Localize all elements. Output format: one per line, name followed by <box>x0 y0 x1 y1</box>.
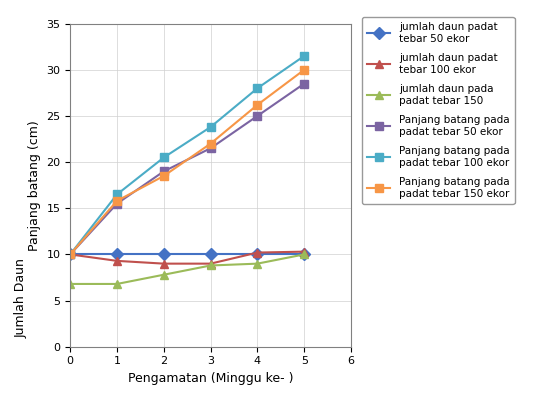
Legend: jumlah daun padat
tebar 50 ekor, jumlah daun padat
tebar 100 ekor, jumlah daun p: jumlah daun padat tebar 50 ekor, jumlah … <box>362 17 515 204</box>
Panjang batang pada
padat tebar 150 ekor <box>301 67 307 72</box>
jumlah daun padat
tebar 100 ekor <box>301 249 307 254</box>
jumlah daun padat
tebar 50 ekor <box>160 252 167 257</box>
jumlah daun pada
padat tebar 150 <box>114 282 120 286</box>
jumlah daun pada
padat tebar 150 <box>160 272 167 277</box>
Panjang batang pada
padat tebar 100 ekor <box>254 86 261 91</box>
Panjang batang pada
padat tebar 150 ekor <box>114 199 120 203</box>
jumlah daun padat
tebar 50 ekor <box>207 252 214 257</box>
Panjang batang pada
padat tebar 150 ekor <box>160 174 167 178</box>
Line: jumlah daun padat
tebar 50 ekor: jumlah daun padat tebar 50 ekor <box>66 250 308 258</box>
jumlah daun padat
tebar 50 ekor <box>114 252 120 257</box>
Panjang batang pada
padat tebar 150 ekor <box>67 252 73 257</box>
jumlah daun padat
tebar 100 ekor <box>114 258 120 263</box>
Line: Panjang batang pada
padat tebar 100 ekor: Panjang batang pada padat tebar 100 ekor <box>66 52 308 258</box>
jumlah daun padat
tebar 100 ekor <box>160 261 167 266</box>
Line: Panjang batang pada
padat tebar 150 ekor: Panjang batang pada padat tebar 150 ekor <box>66 66 308 258</box>
Panjang batang pada
padat tebar 100 ekor <box>160 155 167 160</box>
jumlah daun pada
padat tebar 150 <box>301 252 307 257</box>
Panjang batang pada
padat tebar 50 ekor <box>207 146 214 151</box>
Panjang batang pada
padat tebar 50 ekor <box>67 252 73 257</box>
Panjang batang pada
padat tebar 150 ekor <box>254 102 261 107</box>
jumlah daun pada
padat tebar 150 <box>254 261 261 266</box>
jumlah daun padat
tebar 50 ekor <box>254 252 261 257</box>
Panjang batang pada
padat tebar 100 ekor <box>301 54 307 58</box>
jumlah daun padat
tebar 50 ekor <box>67 252 73 257</box>
jumlah daun padat
tebar 100 ekor <box>207 261 214 266</box>
Line: jumlah daun pada
padat tebar 150: jumlah daun pada padat tebar 150 <box>66 250 308 288</box>
Panjang batang pada
padat tebar 50 ekor <box>254 113 261 118</box>
Panjang batang pada
padat tebar 50 ekor <box>301 81 307 86</box>
jumlah daun padat
tebar 50 ekor <box>301 252 307 257</box>
X-axis label: Pengamatan (Minggu ke- ): Pengamatan (Minggu ke- ) <box>128 372 293 385</box>
Panjang batang pada
padat tebar 50 ekor <box>114 201 120 206</box>
jumlah daun pada
padat tebar 150 <box>207 263 214 268</box>
Panjang batang pada
padat tebar 100 ekor <box>207 125 214 129</box>
Line: Panjang batang pada
padat tebar 50 ekor: Panjang batang pada padat tebar 50 ekor <box>66 80 308 258</box>
Panjang batang pada
padat tebar 50 ekor <box>160 169 167 174</box>
jumlah daun padat
tebar 100 ekor <box>67 252 73 257</box>
Y-axis label: Panjang batang (cm): Panjang batang (cm) <box>28 120 41 251</box>
Text: Jumlah Daun: Jumlah Daun <box>15 258 28 338</box>
Panjang batang pada
padat tebar 100 ekor <box>67 252 73 257</box>
jumlah daun pada
padat tebar 150 <box>67 282 73 286</box>
Line: jumlah daun padat
tebar 100 ekor: jumlah daun padat tebar 100 ekor <box>66 247 308 268</box>
Panjang batang pada
padat tebar 150 ekor <box>207 141 214 146</box>
jumlah daun padat
tebar 100 ekor <box>254 250 261 255</box>
Panjang batang pada
padat tebar 100 ekor <box>114 192 120 197</box>
